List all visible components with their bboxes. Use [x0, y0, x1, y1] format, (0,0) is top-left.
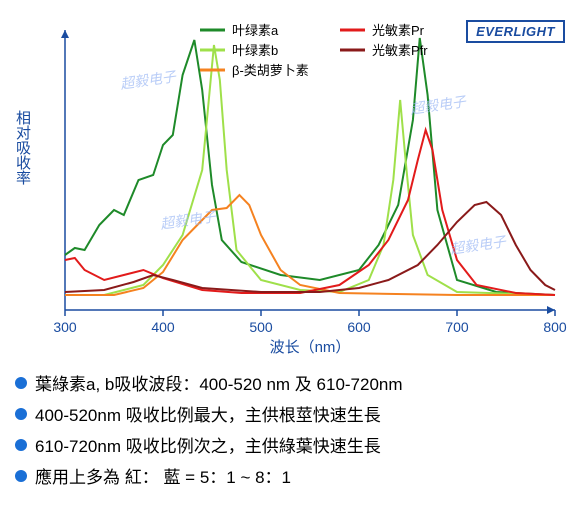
chart-container: 300 400 500 600 700 800 波长（nm） 叶绿素a 叶绿素b β-类胡萝卜素 光… [10, 10, 570, 360]
legend-label: β-类胡萝卜素 [232, 63, 309, 78]
bullet-row: 400-520nm 吸收比例最大，主供根莖快速生長 [15, 401, 565, 426]
x-tick-label: 800 [543, 319, 567, 335]
bullet-text: 應用上多為 紅： 藍 = 5：1 ~ 8：1 [35, 463, 291, 488]
bullet-text: 610-720nm 吸收比例次之，主供綠葉快速生長 [35, 432, 381, 457]
legend-label: 叶绿素a [232, 23, 279, 38]
x-axis-label: 波长（nm） [270, 339, 351, 356]
bullet-row: 610-720nm 吸收比例次之，主供綠葉快速生長 [15, 432, 565, 457]
x-tick-label: 300 [53, 319, 77, 335]
legend-label: 光敏素Pr [372, 23, 425, 38]
bullet-icon [15, 470, 27, 482]
x-tick-label: 700 [445, 319, 469, 335]
bullet-row: 葉綠素a, b吸收波段：400-520 nm 及 610-720nm [15, 370, 565, 395]
spectrum-chart: 300 400 500 600 700 800 波长（nm） 叶绿素a 叶绿素b β-类胡萝卜素 光… [10, 10, 570, 360]
series-phytochrome-pr [65, 130, 555, 295]
legend-label: 光敏素Pfr [372, 43, 428, 58]
series-chlorophyll-b [65, 45, 555, 295]
x-tick-label: 500 [249, 319, 273, 335]
logo: EVERLIGHT [466, 20, 565, 43]
bullet-text: 葉綠素a, b吸收波段：400-520 nm 及 610-720nm [35, 370, 403, 395]
x-tick-label: 600 [347, 319, 371, 335]
bullet-text: 400-520nm 吸收比例最大，主供根莖快速生長 [35, 401, 381, 426]
bullet-row: 應用上多為 紅： 藍 = 5：1 ~ 8：1 [15, 463, 565, 488]
bullet-icon [15, 377, 27, 389]
x-tick-label: 400 [151, 319, 175, 335]
series-chlorophyll-a [65, 38, 555, 295]
bullet-icon [15, 439, 27, 451]
bullet-icon [15, 408, 27, 420]
legend-label: 叶绿素b [232, 43, 278, 58]
y-axis-label: 相对吸收率 [12, 110, 33, 185]
bullet-list: 葉綠素a, b吸收波段：400-520 nm 及 610-720nm 400-52… [15, 370, 565, 488]
